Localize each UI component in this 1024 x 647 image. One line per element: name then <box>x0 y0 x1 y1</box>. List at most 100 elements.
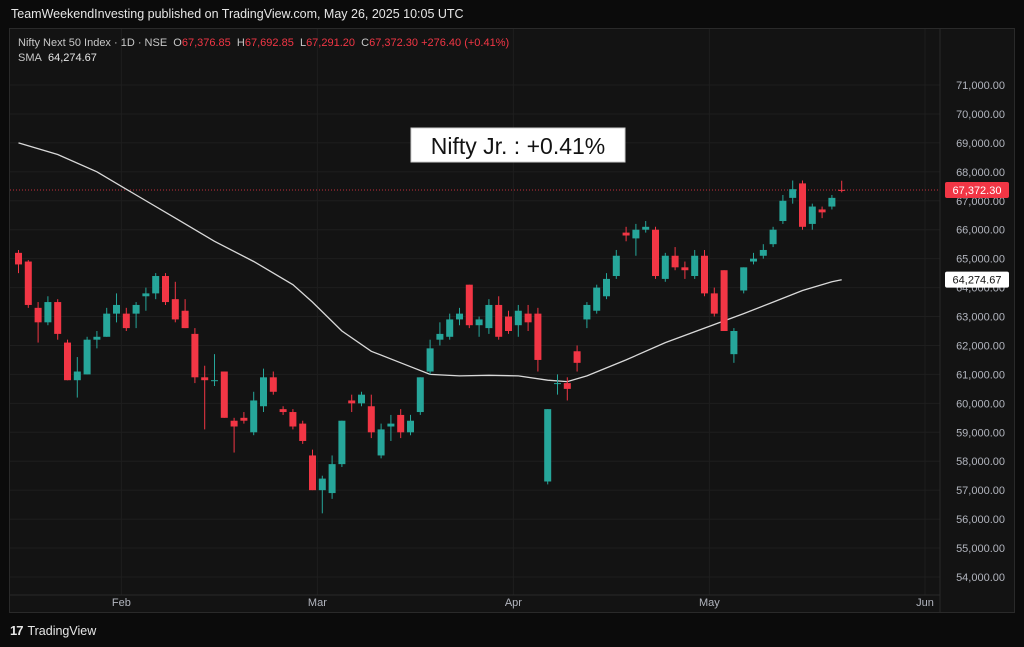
candle-body <box>838 189 846 191</box>
candle-body <box>456 313 463 320</box>
candle-body <box>367 406 375 433</box>
candle-body <box>132 304 140 314</box>
candle-body <box>720 270 728 331</box>
candle-body <box>279 409 287 413</box>
candle-body <box>769 229 777 245</box>
y-tick-label: 61,000.00 <box>956 369 1005 381</box>
candle-body <box>789 189 797 198</box>
candle-body <box>779 200 787 222</box>
y-tick-label: 62,000.00 <box>956 340 1005 352</box>
last-price-label: 67,372.30 <box>953 185 1002 197</box>
sma-value-badge <box>945 271 1009 288</box>
legend-sma-label: SMA <box>18 52 42 64</box>
y-tick-label: 65,000.00 <box>956 254 1005 266</box>
candle-body <box>122 313 130 329</box>
annotation-box <box>410 127 626 163</box>
candle-body <box>338 420 346 465</box>
candle-body <box>152 276 160 294</box>
candle-body <box>701 255 708 294</box>
candle-body <box>240 417 248 421</box>
candle-body <box>681 267 689 271</box>
y-tick-label: 59,000.00 <box>956 427 1005 439</box>
y-tick-label: 56,000.00 <box>956 514 1005 526</box>
candle-body <box>113 304 120 314</box>
annotation-text: Nifty Jr. : +0.41% <box>431 133 606 159</box>
candle-body <box>808 206 816 224</box>
y-tick-label: 58,000.00 <box>956 456 1005 468</box>
candle-body <box>358 394 365 404</box>
candle-body <box>407 420 414 433</box>
candle-body <box>593 287 601 311</box>
candle-body <box>93 336 101 340</box>
candle-body <box>348 400 356 404</box>
y-tick-label: 60,000.00 <box>956 398 1005 410</box>
candle-body <box>377 429 385 456</box>
candle-body <box>534 313 542 360</box>
candle-body <box>83 339 91 375</box>
y-tick-label: 54,000.00 <box>956 572 1005 584</box>
candle-body <box>818 209 826 213</box>
x-tick-label: May <box>699 597 720 609</box>
candle-body <box>828 197 836 207</box>
candle-body <box>524 313 532 323</box>
legend-symbol: Nifty Next 50 Index · 1D · NSE <box>18 37 168 49</box>
candle-body <box>612 255 620 277</box>
candle-body <box>652 229 659 277</box>
candle-body <box>661 255 669 279</box>
candle-body <box>191 333 199 378</box>
tradingview-logo-icon: 17 <box>10 623 24 638</box>
candle-body <box>632 229 640 239</box>
sma-line <box>18 142 842 383</box>
x-tick-label: Feb <box>112 597 131 609</box>
candle-body <box>642 226 650 230</box>
legend-low-label: L <box>299 37 307 49</box>
candle-body <box>740 267 748 291</box>
y-tick-label: 71,000.00 <box>956 80 1005 92</box>
legend-open: 67,376.85 <box>181 37 231 49</box>
legend-high: 67,692.85 <box>244 37 294 49</box>
last-price-badge <box>945 181 1009 198</box>
candle-body <box>426 348 434 372</box>
candle-body <box>475 319 483 326</box>
legend-sma-line: SMA 64,274.67 <box>18 51 509 66</box>
candle-body <box>554 383 561 385</box>
y-tick-label: 67,000.00 <box>956 196 1005 208</box>
candle-body <box>309 455 316 491</box>
candle-body <box>260 377 267 407</box>
candle-body <box>799 183 806 227</box>
candle-body <box>622 232 630 236</box>
footer-brand[interactable]: 17 TradingView <box>10 623 96 638</box>
candle-body <box>730 331 738 355</box>
y-tick-label: 69,000.00 <box>956 138 1005 150</box>
y-tick-label: 70,000.00 <box>956 109 1005 121</box>
legend-change: +276.40 (+0.41%) <box>421 37 510 49</box>
candle-body <box>759 249 767 256</box>
candle-body <box>201 377 209 381</box>
candle-body <box>710 293 718 314</box>
sma-value-label: 64,274.67 <box>953 275 1002 287</box>
x-tick-label: Apr <box>505 597 522 609</box>
candle-body <box>15 252 22 265</box>
candle-body <box>563 383 571 389</box>
candle-body <box>142 293 150 297</box>
candle-body <box>171 299 179 320</box>
candle-body <box>230 420 238 427</box>
publish-bar: TeamWeekendInvesting published on Tradin… <box>0 0 1024 28</box>
candle-body <box>103 313 111 337</box>
candle-body <box>54 302 62 334</box>
candle-body <box>416 377 424 413</box>
legend-open-label: O <box>173 37 182 49</box>
candle-body <box>73 371 81 381</box>
candle-body <box>220 371 228 418</box>
candle-body <box>211 380 218 382</box>
candle-body <box>583 304 591 320</box>
publish-info: TeamWeekendInvesting published on Tradin… <box>11 7 464 21</box>
candle-body <box>162 276 169 303</box>
candle-body <box>64 342 71 381</box>
candle-body <box>495 304 503 337</box>
y-tick-label: 63,000.00 <box>956 312 1005 324</box>
legend-close-label: C <box>361 37 370 49</box>
candle-body <box>514 310 522 326</box>
legend-low: 67,291.20 <box>306 37 355 49</box>
